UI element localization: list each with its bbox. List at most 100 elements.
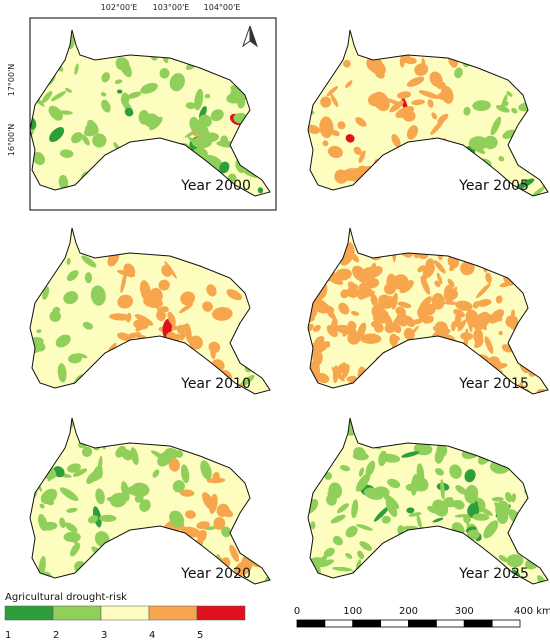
land-patch	[515, 246, 525, 258]
land-patch	[446, 554, 456, 562]
land-patch	[402, 363, 421, 378]
land-patch	[146, 382, 150, 394]
land-patch	[380, 453, 401, 463]
land-patch	[327, 490, 335, 498]
land-patch	[168, 361, 180, 369]
land-patch	[435, 468, 444, 476]
land-patch	[226, 289, 243, 301]
land-patch	[504, 491, 513, 503]
land-patch	[132, 531, 141, 539]
land-patch	[92, 133, 107, 148]
land-patch	[229, 544, 240, 563]
land-patch	[337, 121, 346, 130]
land-patch	[111, 382, 121, 392]
land-patch	[228, 418, 236, 424]
land-patch	[122, 192, 135, 196]
land-patch	[395, 106, 415, 119]
land-patch	[471, 240, 481, 249]
land-patch	[383, 165, 390, 172]
land-patch	[191, 120, 209, 136]
land-patch	[49, 310, 62, 322]
land-patch	[472, 513, 490, 521]
land-patch	[527, 158, 537, 168]
land-patch	[511, 309, 516, 318]
land-patch	[371, 333, 378, 344]
land-patch	[200, 433, 216, 447]
land-patch	[517, 330, 534, 343]
land-patch	[431, 112, 438, 120]
land-patch	[473, 500, 479, 515]
land-patch	[139, 280, 152, 302]
land-patch	[140, 82, 158, 94]
land-patch	[490, 116, 502, 136]
land-patch	[254, 113, 270, 129]
land-patch	[309, 466, 322, 472]
land-patch	[491, 496, 504, 502]
land-patch	[315, 246, 327, 265]
land-patch	[530, 348, 537, 364]
land-patch	[482, 314, 503, 322]
land-patch	[323, 547, 335, 558]
land-patch	[493, 228, 503, 234]
land-patch	[431, 228, 447, 240]
land-patch	[313, 70, 318, 81]
land-patch	[41, 91, 53, 104]
land-patch	[460, 261, 475, 276]
land-patch	[59, 149, 74, 158]
land-patch	[320, 242, 334, 257]
land-patch	[87, 381, 101, 394]
land-patch	[468, 136, 488, 151]
land-patch	[500, 36, 508, 46]
land-patch	[435, 341, 449, 360]
land-patch	[74, 63, 79, 75]
land-patch	[362, 387, 373, 394]
land-patch	[363, 418, 373, 427]
land-patch	[535, 525, 548, 535]
land-patch	[441, 422, 459, 439]
land-patch	[425, 353, 443, 365]
land-patch	[106, 540, 116, 551]
land-patch	[117, 294, 134, 309]
land-patch	[133, 319, 149, 330]
land-patch	[530, 338, 543, 350]
land-patch	[341, 228, 356, 232]
land-patch	[455, 485, 467, 495]
land-patch	[513, 531, 524, 540]
land-patch	[70, 542, 81, 557]
land-patch	[421, 481, 429, 491]
land-patch	[260, 420, 270, 432]
land-patch	[539, 299, 548, 320]
land-patch	[351, 499, 359, 519]
land-patch	[451, 321, 456, 332]
land-patch	[437, 92, 452, 101]
land-patch	[142, 159, 159, 177]
land-patch	[420, 228, 434, 242]
land-patch	[164, 372, 171, 379]
land-patch	[153, 228, 167, 238]
land-patch	[106, 423, 127, 437]
land-patch	[237, 228, 252, 237]
land-patch	[390, 335, 401, 341]
land-patch	[483, 33, 493, 41]
land-patch	[115, 57, 130, 69]
land-patch	[436, 272, 443, 285]
land-patch	[407, 379, 417, 394]
land-patch	[506, 554, 524, 568]
land-patch	[120, 271, 127, 294]
land-patch	[143, 30, 158, 43]
land-patch	[140, 30, 144, 31]
land-patch	[188, 37, 194, 42]
land-patch	[219, 63, 237, 75]
land-patch	[175, 49, 191, 56]
map-panel: Year 2025	[307, 417, 549, 585]
land-patch	[535, 251, 544, 260]
land-patch	[406, 570, 419, 581]
land-patch	[239, 374, 255, 388]
land-patch	[431, 292, 445, 310]
land-patch	[418, 296, 432, 312]
land-patch	[440, 418, 455, 427]
land-patch	[59, 110, 73, 115]
land-patch	[359, 541, 373, 551]
land-patch	[447, 278, 455, 288]
land-patch	[248, 154, 253, 161]
